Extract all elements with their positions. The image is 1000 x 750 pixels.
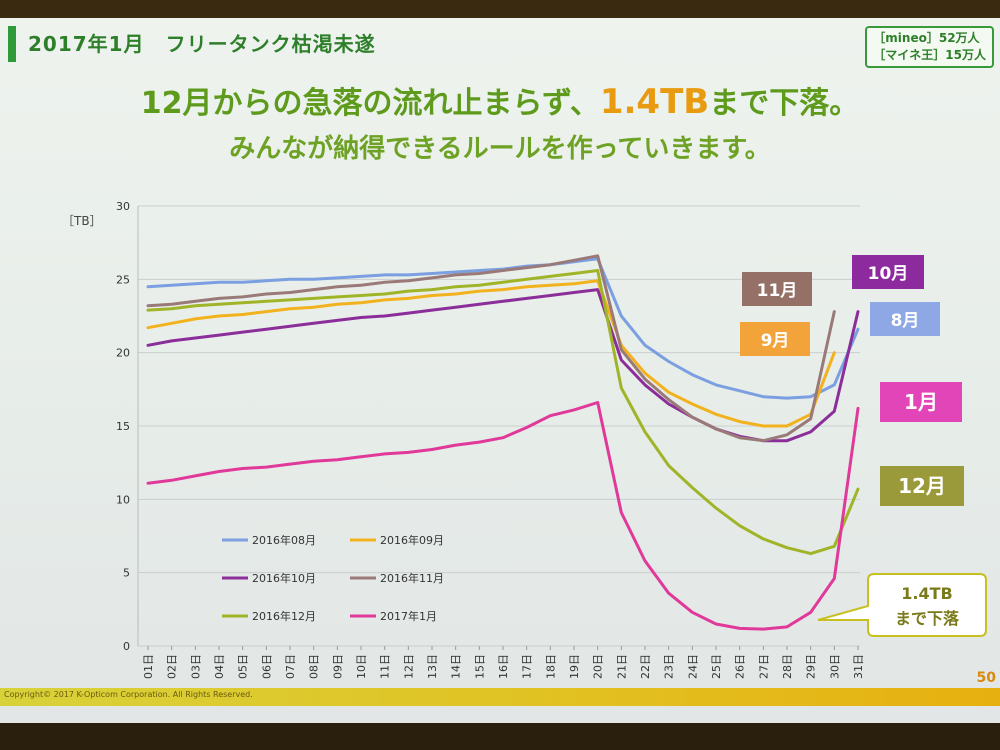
series-tag-label: 9月: [761, 331, 790, 351]
series-tag-box: [740, 322, 810, 356]
y-tick-label: 0: [123, 640, 130, 653]
user-count-mineo: ［mineo］52万人: [873, 31, 980, 45]
legend-label: 2016年10月: [252, 571, 316, 585]
x-tick-label: 29日: [805, 654, 818, 679]
x-tick-label: 08日: [308, 654, 321, 679]
x-tick-label: 10日: [355, 654, 368, 679]
legend-label: 2017年1月: [380, 609, 437, 623]
series-tag-box: [880, 466, 964, 506]
series-line-1: [146, 279, 836, 428]
x-tick-label: 16日: [497, 654, 510, 679]
footer-bar: [0, 688, 1000, 706]
chart-grid: [137, 205, 860, 650]
y-tick-label: 10: [116, 493, 130, 506]
series-tag-box: [852, 255, 924, 289]
x-tick-label: 27日: [757, 654, 770, 679]
legend-label: 2016年09月: [380, 533, 444, 547]
y-tick-label: 15: [116, 420, 130, 433]
user-count-maineo: ［マイネ王］15万人: [873, 48, 986, 62]
series-line-3: [146, 254, 836, 443]
headline-line1: 12月からの急落の流れ止まらず、1.4TBまで下落。: [0, 78, 1000, 122]
header-bar: 2017年1月 フリータンク枯渇未遂 ［mineo］52万人 ［マイネ王］15万…: [0, 18, 1000, 68]
series-tag-box: [870, 302, 940, 336]
x-tick-label: 14日: [450, 654, 463, 679]
callout-1-4tb: 1.4TB まで下落: [817, 573, 987, 637]
series-line-5: [146, 401, 860, 631]
series-tag-label: 1月: [904, 390, 938, 414]
x-tick-label: 21日: [615, 654, 628, 679]
x-tick-label: 22日: [639, 654, 652, 679]
x-tick-label: 11日: [379, 654, 392, 679]
x-tick-labels: 01日 02日 03日 04日 05日 06日 07日 08日 09日 10日 11日 12日 13日 1…: [142, 654, 865, 679]
x-tick-label: 18日: [544, 654, 557, 679]
series-tag-box: [742, 272, 812, 306]
series-tag-label: 8月: [891, 311, 920, 331]
series-tag-label: 10月: [868, 264, 909, 284]
x-tick-label: 17日: [521, 654, 534, 679]
x-tick-label: 26日: [734, 654, 747, 679]
header-accent-bar: [8, 26, 16, 62]
x-tick-label: 24日: [686, 654, 699, 679]
x-tick-label: 20日: [592, 654, 605, 679]
x-tick-label: 05日: [237, 654, 250, 679]
legend-label: 2016年12月: [252, 609, 316, 623]
series-line-4: [146, 269, 860, 556]
callout-line2: まで下落: [895, 609, 960, 628]
x-tick-label: 09日: [331, 654, 344, 679]
series-tag-label: 11月: [757, 281, 798, 301]
series-month-tags: 8月 9月 10月 11月 12月 1月: [740, 255, 964, 506]
legend-label: 2016年11月: [380, 571, 444, 585]
y-tick-label: 20: [116, 347, 130, 360]
slide: 2017年1月 フリータンク枯渇未遂 ［mineo］52万人 ［マイネ王］15万…: [0, 18, 1000, 723]
x-tick-label: 19日: [568, 654, 581, 679]
x-tick-label: 03日: [189, 654, 202, 679]
series-lines: [146, 254, 860, 631]
y-tick-label: 25: [116, 273, 130, 286]
x-tick-label: 13日: [426, 654, 439, 679]
x-tick-label: 28日: [781, 654, 794, 679]
x-tick-label: 30日: [828, 654, 841, 679]
y-tick-label: 5: [123, 567, 130, 580]
series-tag-label: 12月: [898, 474, 946, 498]
headline-line2: みんなが納得できるルールを作っていきます。: [229, 134, 771, 164]
headline-part1: 12月からの急落の流れ止まらず、: [140, 86, 600, 121]
slide-title: 2017年1月 フリータンク枯渇未遂: [28, 32, 376, 56]
x-tick-label: 06日: [260, 654, 273, 679]
bottom-strip: [0, 723, 1000, 750]
chart-legend: 2016年08月 2016年09月 2016年10月 2016年11月 2016年12月…: [222, 533, 444, 623]
y-tick-label: 30: [116, 200, 130, 213]
x-tick-label: 02日: [166, 654, 179, 679]
copyright-text: Copyright© 2017 K-Opticom Corporation. A…: [4, 690, 253, 699]
legend-label: 2016年08月: [252, 533, 316, 547]
series-tag-box: [880, 382, 962, 422]
y-axis-unit-label: ［TB］: [62, 214, 102, 228]
user-count-box: ［mineo］52万人 ［マイネ王］15万人: [865, 26, 994, 68]
x-tick-label: 15日: [473, 654, 486, 679]
headline-highlight: 1.4TB: [599, 82, 710, 122]
x-tick-label: 31日: [852, 654, 865, 679]
x-tick-label: 01日: [142, 654, 155, 679]
y-tick-labels: 0 5 10 15 20 25 30: [116, 200, 130, 653]
headline-part2: まで下落。: [709, 86, 860, 121]
x-tick-label: 23日: [663, 654, 676, 679]
x-tick-label: 25日: [710, 654, 723, 679]
x-tick-label: 07日: [284, 654, 297, 679]
x-tick-label: 12日: [402, 654, 415, 679]
page-number: 50: [976, 670, 996, 686]
callout-line1: 1.4TB: [901, 584, 952, 603]
x-tick-label: 04日: [213, 654, 226, 679]
